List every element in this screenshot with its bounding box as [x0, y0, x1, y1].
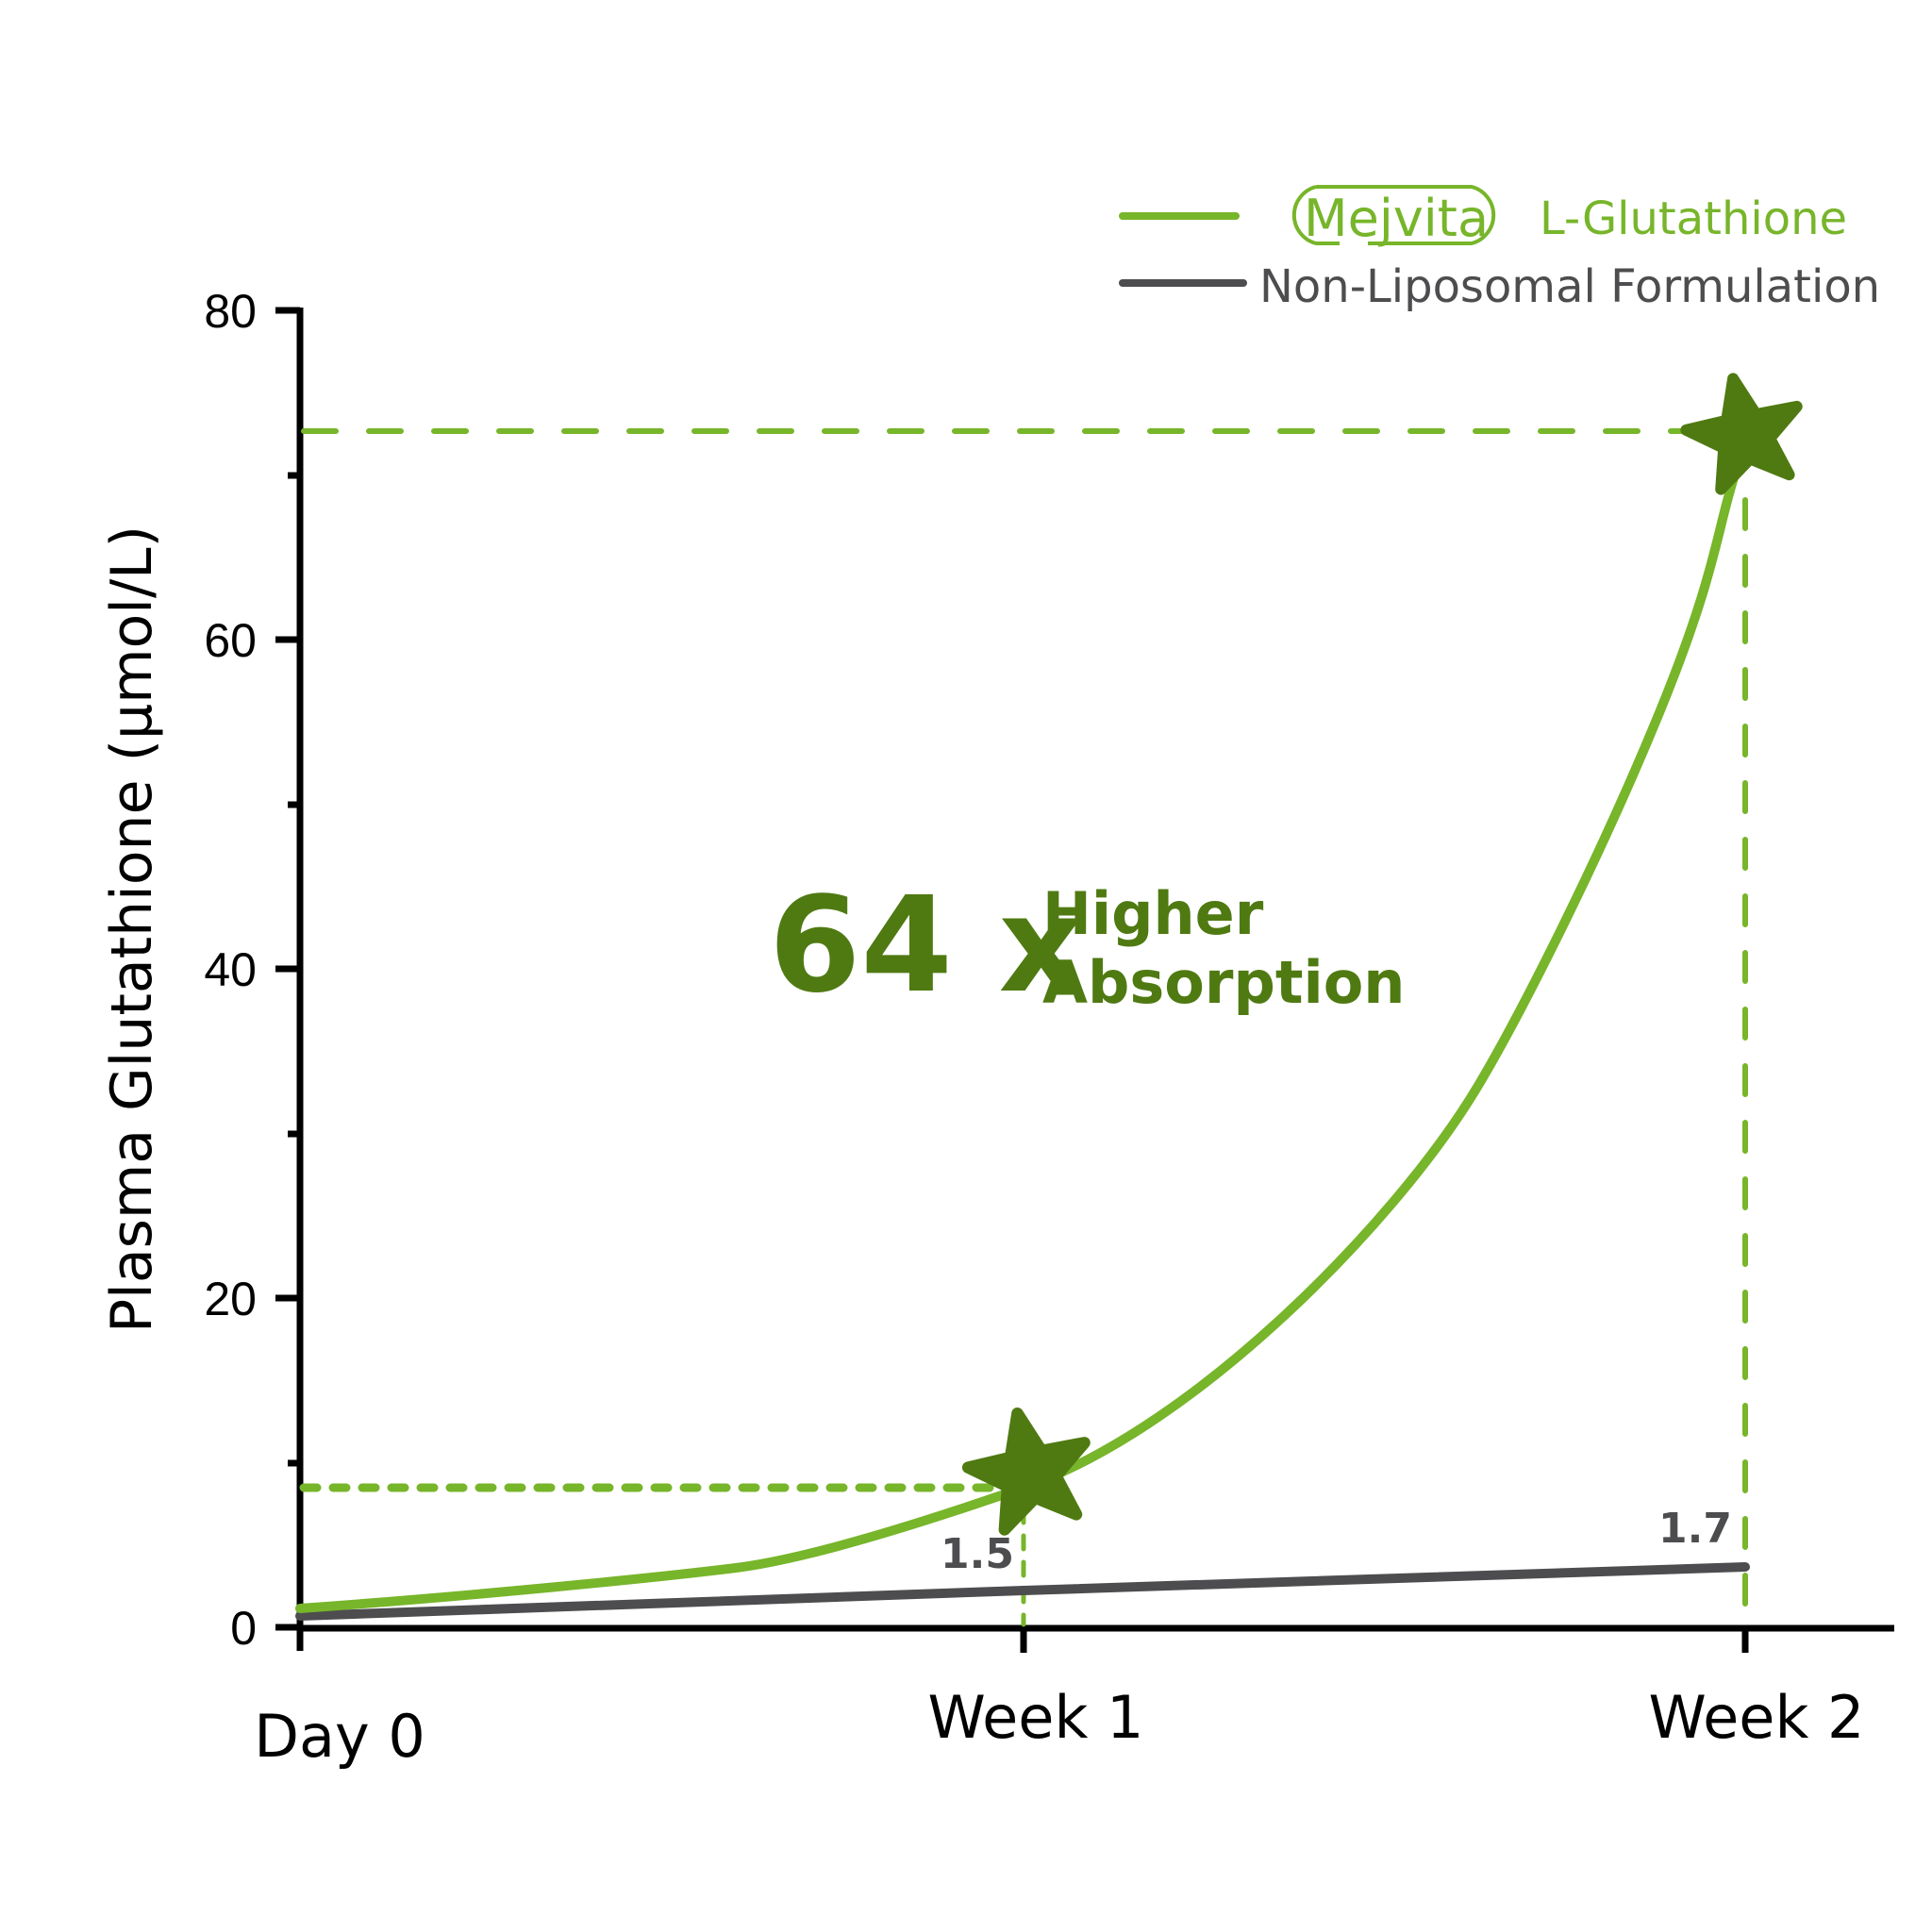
x-tick-day0: Day 0	[254, 1702, 425, 1771]
reference-lines	[299, 428, 1748, 1627]
callout-line1: Higher	[1042, 879, 1264, 948]
star-marker-week2	[1680, 373, 1803, 495]
star-marker-week1	[961, 1407, 1091, 1536]
callout-line2: Absorption	[1042, 948, 1405, 1017]
legend: Mejvita L-Glutathione Non-Liposomal Form…	[1119, 185, 1880, 313]
legend-label-mejvita: L-Glutathione	[1540, 192, 1847, 245]
x-tick-week2: Week 2	[1648, 1683, 1864, 1752]
y-axis: 0 20 40 60 80	[204, 285, 304, 1655]
y-tick-0: 0	[230, 1602, 257, 1655]
multiplier-text: 64 x	[769, 869, 1084, 1023]
series-mejvita	[295, 467, 1740, 1613]
value-label-week1: 1.5	[941, 1530, 1014, 1578]
x-tick-week1: Week 1	[927, 1683, 1143, 1752]
y-axis-title: Plasma Glutathione (μmol/L)	[99, 525, 165, 1333]
value-label-week2: 1.7	[1658, 1505, 1732, 1553]
y-tick-60: 60	[204, 614, 257, 667]
series-nonliposomal	[295, 1562, 1750, 1621]
legend-label-nonliposomal: Non-Liposomal Formulation	[1259, 260, 1880, 313]
mejvita-logo: Mejvita	[1291, 185, 1496, 248]
y-tick-20: 20	[204, 1273, 257, 1325]
x-axis: Day 0 Week 1 Week 2	[254, 1624, 1894, 1771]
y-tick-40: 40	[204, 943, 257, 996]
y-tick-80: 80	[204, 285, 257, 338]
legend-brand: Mejvita	[1304, 189, 1489, 248]
absorption-callout: 64 x Higher Absorption	[769, 869, 1405, 1023]
